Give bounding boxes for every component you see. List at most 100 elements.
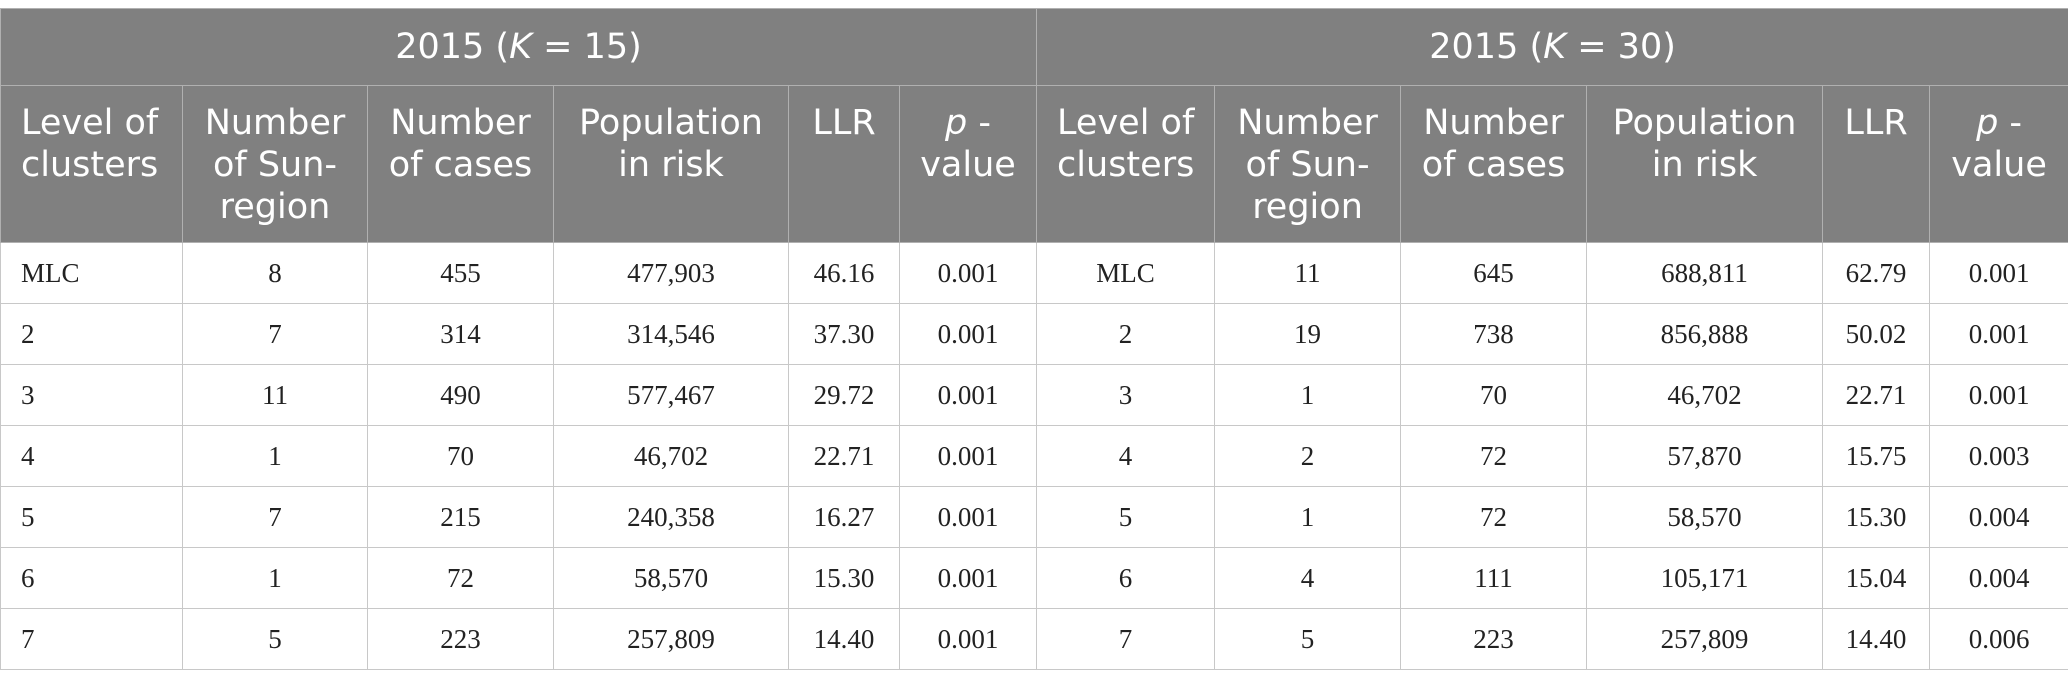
table-cell: 4: [0, 425, 183, 487]
group-header-row: 2015 (K = 15) 2015 (K = 30): [0, 8, 2068, 86]
table-cell: 455: [367, 242, 554, 304]
col-p-value: p -value: [898, 85, 1038, 243]
table-cell: MLC: [0, 242, 183, 304]
table-cell: 0.001: [1929, 303, 2068, 365]
table-cell: 0.001: [898, 242, 1038, 304]
table-cell: 223: [367, 608, 554, 670]
table-cell: 856,888: [1586, 303, 1824, 365]
col-level-of-clusters: Level of clusters: [0, 85, 183, 243]
col-number-of-cases: Number of cases: [1400, 85, 1588, 243]
table-cell: 111: [1400, 547, 1588, 609]
table-cell: 0.001: [898, 425, 1038, 487]
table-cell: 22.71: [1822, 364, 1931, 426]
table-cell: 1: [182, 425, 368, 487]
table-cell: 1: [182, 547, 368, 609]
table-cell: 8: [182, 242, 368, 304]
table-cell: 15.30: [1822, 486, 1931, 548]
table-cell: 50.02: [1822, 303, 1931, 365]
table-cell: 58,570: [553, 547, 789, 609]
table-cell: 62.79: [1822, 242, 1931, 304]
table-cell: 215: [367, 486, 554, 548]
table-cell: 72: [367, 547, 554, 609]
table-cell: 22.71: [788, 425, 900, 487]
table-cell: 29.72: [788, 364, 900, 426]
table-cell: 2: [1036, 303, 1216, 365]
table-cell: 688,811: [1586, 242, 1824, 304]
table-cell: 738: [1400, 303, 1588, 365]
table-cell: 46,702: [553, 425, 789, 487]
table-cell: 3: [0, 364, 183, 426]
table-cell: 15.30: [788, 547, 900, 609]
table-cell: 4: [1036, 425, 1216, 487]
table-row: 4 1 70 46,702 22.71 0.001 4 2 72 57,870 15.75 0.003: [0, 425, 2068, 487]
col-population-in-risk: Population in risk: [1586, 85, 1824, 243]
table-row: 2 7 314 314,546 37.30 0.001 2 19 738 856,888 50.02…: [0, 303, 2068, 365]
col-number-of-sun-region: Number of Sun-region: [1214, 85, 1402, 243]
table-cell: MLC: [1036, 242, 1216, 304]
col-llr: LLR: [1822, 85, 1931, 243]
table-cell: 257,809: [1586, 608, 1824, 670]
table-cell: 0.001: [898, 303, 1038, 365]
col-llr: LLR: [788, 85, 900, 243]
table-cell: 577,467: [553, 364, 789, 426]
table-cell: 14.40: [788, 608, 900, 670]
table-cell: 0.001: [898, 364, 1038, 426]
table-cell: 15.75: [1822, 425, 1931, 487]
table-cell: 1: [1214, 486, 1402, 548]
table-row: 3 11 490 577,467 29.72 0.001 3 1 70 46,702 22.71 0.…: [0, 364, 2068, 426]
table-cell: 0.001: [1929, 242, 2068, 304]
cluster-table: 2015 (K = 15) 2015 (K = 30) Level of clu…: [0, 8, 2068, 670]
table-cell: 645: [1400, 242, 1588, 304]
table-cell: 11: [182, 364, 368, 426]
table-cell: 7: [182, 486, 368, 548]
table-cell: 58,570: [1586, 486, 1824, 548]
table-cell: 5: [182, 608, 368, 670]
table-row: 6 1 72 58,570 15.30 0.001 6 4 111 105,171 15.04 0.0…: [0, 547, 2068, 609]
table-container: 2015 (K = 15) 2015 (K = 30) Level of clu…: [0, 8, 2068, 670]
table-cell: 0.003: [1929, 425, 2068, 487]
table-cell: 11: [1214, 242, 1402, 304]
column-header-row: Level of clusters Number of Sun-region N…: [0, 85, 2068, 243]
table-cell: 0.001: [898, 547, 1038, 609]
table-cell: 14.40: [1822, 608, 1931, 670]
table-cell: 6: [0, 547, 183, 609]
table-cell: 0.004: [1929, 486, 2068, 548]
col-number-of-sun-region: Number of Sun-region: [182, 85, 368, 243]
table-cell: 0.001: [898, 608, 1038, 670]
table-cell: 37.30: [788, 303, 900, 365]
table-cell: 240,358: [553, 486, 789, 548]
table-cell: 7: [182, 303, 368, 365]
table-cell: 5: [1036, 486, 1216, 548]
table-cell: 15.04: [1822, 547, 1931, 609]
table-cell: 490: [367, 364, 554, 426]
table-cell: 314,546: [553, 303, 789, 365]
table-cell: 70: [1400, 364, 1588, 426]
table-cell: 3: [1036, 364, 1216, 426]
table-cell: 314: [367, 303, 554, 365]
table-cell: 6: [1036, 547, 1216, 609]
table-cell: 57,870: [1586, 425, 1824, 487]
table-cell: 0.001: [1929, 364, 2068, 426]
table-cell: 2: [0, 303, 183, 365]
table-row: MLC 8 455 477,903 46.16 0.001 MLC 11 645 688,811 6…: [0, 242, 2068, 304]
table-cell: 19: [1214, 303, 1402, 365]
table-cell: 257,809: [553, 608, 789, 670]
table-cell: 72: [1400, 486, 1588, 548]
table-cell: 5: [1214, 608, 1402, 670]
table-cell: 72: [1400, 425, 1588, 487]
table-cell: 4: [1214, 547, 1402, 609]
col-number-of-cases: Number of cases: [367, 85, 554, 243]
table-cell: 5: [0, 486, 183, 548]
table-cell: 16.27: [788, 486, 900, 548]
table-row: 5 7 215 240,358 16.27 0.001 5 1 72 58,570 15.30 0.0…: [0, 486, 2068, 548]
table-cell: 105,171: [1586, 547, 1824, 609]
col-p-value: p -value: [1929, 85, 2068, 243]
table-cell: 7: [0, 608, 183, 670]
table-cell: 2: [1214, 425, 1402, 487]
table-cell: 46.16: [788, 242, 900, 304]
col-level-of-clusters: Level of clusters: [1036, 85, 1216, 243]
table-cell: 0.004: [1929, 547, 2068, 609]
table-cell: 70: [367, 425, 554, 487]
table-cell: 46,702: [1586, 364, 1824, 426]
table-body: MLC 8 455 477,903 46.16 0.001 MLC 11 645 688,811 6…: [0, 242, 2068, 670]
